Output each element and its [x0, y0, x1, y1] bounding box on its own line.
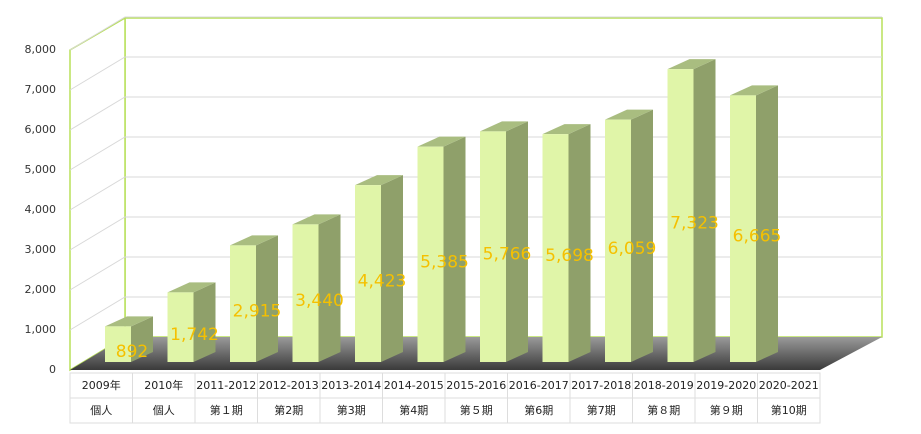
bar-face [131, 316, 153, 362]
x-tick-label: 2017-2018 [571, 379, 631, 392]
bar-face [167, 282, 216, 293]
value-label: 2,915 [233, 302, 282, 322]
x-tick-label: 第7期 [587, 403, 616, 417]
bar-face [756, 85, 778, 363]
x-tick-label: 第6期 [524, 403, 553, 417]
value-label: 7,323 [670, 214, 719, 234]
bar-face [355, 175, 403, 186]
bar [355, 175, 403, 362]
bar-face [417, 136, 466, 147]
bar-face [667, 69, 694, 362]
bar-face [105, 316, 153, 327]
bar-face [480, 121, 528, 132]
bar [417, 136, 466, 362]
x-tick-label: 第５期 [460, 403, 493, 417]
y-tick-label: 5,000 [25, 163, 57, 176]
bar-face [568, 124, 591, 362]
bar-face [730, 95, 756, 363]
bar-face [730, 85, 778, 96]
bar-face [167, 292, 194, 362]
bar-face [292, 214, 341, 225]
y-tick-label: 6,000 [25, 123, 57, 136]
bar-face [417, 146, 444, 362]
bar-face [506, 121, 528, 362]
bar [105, 316, 153, 362]
x-tick-label: 2011-2012 [196, 379, 256, 392]
bar-face [256, 235, 278, 362]
x-tick-label: 2016-2017 [509, 379, 569, 392]
value-label: 3,440 [295, 291, 344, 311]
y-tick-label: 0 [49, 363, 56, 376]
x-tick-label: 2014-2015 [384, 379, 444, 392]
x-tick-label: 第3期 [337, 403, 366, 417]
category-cell [757, 397, 821, 424]
x-tick-label: 2012-2013 [259, 379, 319, 392]
x-tick-label: 2019-2020 [696, 379, 756, 392]
bar-face [605, 109, 653, 120]
value-label: 5,766 [483, 245, 532, 265]
bar-face [193, 282, 216, 362]
x-tick-label: 第９期 [710, 403, 743, 417]
y-tick-label: 8,000 [25, 43, 57, 56]
grid-line [69, 16, 882, 51]
bar-face [318, 214, 341, 362]
x-tick-label: 2010年 [144, 378, 183, 392]
x-tick-label: 2013-2014 [321, 379, 381, 392]
value-label: 5,698 [545, 246, 594, 266]
x-tick-label: 第８期 [647, 403, 680, 417]
bar [730, 85, 778, 363]
bar-face [381, 175, 403, 362]
bar-face [443, 136, 466, 362]
x-tick-label: 個人 [153, 404, 175, 417]
bar-face [631, 109, 653, 362]
value-label: 5,385 [420, 252, 469, 272]
bar-face [667, 59, 716, 70]
bar [667, 59, 716, 362]
x-tick-label: 第2期 [274, 403, 303, 417]
y-tick-label: 1,000 [25, 323, 57, 336]
y-tick-label: 2,000 [25, 283, 57, 296]
bar [167, 282, 216, 362]
x-tick-label: 2009年 [82, 378, 121, 392]
x-tick-label: 2015-2016 [446, 379, 506, 392]
bar-face [542, 124, 591, 135]
value-label: 4,423 [358, 272, 407, 292]
x-tick-label: 2020-2021 [759, 379, 819, 392]
bar-face [230, 235, 278, 246]
bar-face [230, 245, 256, 362]
bar-face [355, 185, 381, 362]
value-label: 1,742 [170, 325, 219, 345]
x-tick-label: 第10期 [771, 403, 807, 417]
x-tick-label: 2018-2019 [634, 379, 694, 392]
y-tick-label: 4,000 [25, 203, 57, 216]
bar [292, 214, 341, 362]
bar-face [542, 134, 569, 362]
bar-face [480, 131, 506, 362]
x-tick-label: 第4期 [399, 403, 428, 417]
bar [480, 121, 528, 362]
x-tick-label: 第１期 [210, 403, 243, 417]
bar-face [105, 326, 131, 362]
value-label: 6,665 [733, 227, 782, 247]
bar-face [693, 59, 716, 362]
bar-face [605, 119, 631, 362]
bar [605, 109, 653, 362]
bar [230, 235, 278, 362]
bar-face [292, 224, 319, 362]
grid-line [69, 96, 882, 131]
x-tick-label: 個人 [90, 404, 112, 417]
value-label: 6,059 [608, 239, 657, 259]
value-label: 892 [116, 342, 148, 362]
grid-line [69, 56, 882, 91]
y-tick-label: 7,000 [25, 83, 57, 96]
y-tick-label: 3,000 [25, 243, 57, 256]
bar [542, 124, 591, 362]
